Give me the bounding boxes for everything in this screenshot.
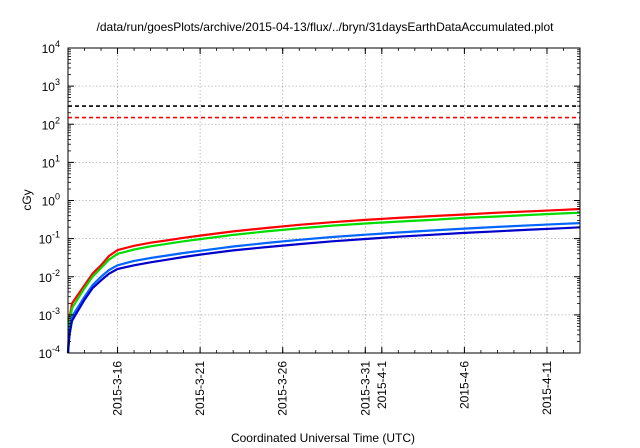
chart-title: /data/run/goesPlots/archive/2015-04-13/f… <box>97 20 555 34</box>
y-tick-label-exponent: -2 <box>52 268 60 278</box>
series-line <box>66 207 581 354</box>
y-tick-label-base: 10 <box>39 233 53 247</box>
grid <box>68 48 580 353</box>
x-tick-label: 2015-3-16 <box>111 361 125 416</box>
y-tick-label-exponent: 4 <box>55 39 60 49</box>
y-tick-label-base: 10 <box>39 347 53 361</box>
y-tick-label-base: 10 <box>42 156 56 170</box>
ticks <box>67 47 581 354</box>
x-tick-label: 2015-3-21 <box>193 361 207 416</box>
x-tick-label: 2015-3-31 <box>358 361 372 416</box>
y-tick-label-base: 10 <box>39 271 53 285</box>
y-tick-label-base: 10 <box>42 42 56 56</box>
y-tick-label: 101 <box>42 153 60 170</box>
y-tick-label: 10-1 <box>39 230 60 247</box>
y-tick-label: 103 <box>42 77 60 94</box>
series-lines <box>66 207 581 354</box>
y-tick-label: 10-3 <box>39 306 60 323</box>
y-tick-label-exponent: 3 <box>55 77 60 87</box>
y-tick-label: 100 <box>42 192 60 209</box>
y-tick-label: 104 <box>42 39 60 56</box>
y-tick-label-base: 10 <box>42 80 56 94</box>
series-line <box>66 211 581 354</box>
y-tick-label: 10-2 <box>39 268 60 285</box>
series-line <box>66 222 581 354</box>
y-tick-label-exponent: -3 <box>52 306 60 316</box>
y-tick-label-exponent: 1 <box>55 153 60 163</box>
x-tick-label: 2015-4-6 <box>457 361 471 409</box>
x-tick-label: 2015-4-11 <box>540 361 554 415</box>
reference-lines <box>68 105 580 119</box>
x-tick-label: 2015-3-26 <box>276 361 290 416</box>
y-tick-label-exponent: 2 <box>55 115 60 125</box>
y-tick-label-base: 10 <box>42 118 56 132</box>
y-tick-label-base: 10 <box>39 309 53 323</box>
y-axis-title: cGy <box>20 189 34 210</box>
x-tick-labels: 2015-3-16 2015-3-21 2015-3-26 2015-3-31 2015… <box>111 361 554 416</box>
x-axis-title: Coordinated Universal Time (UTC) <box>231 431 415 445</box>
y-tick-label: 10-4 <box>39 344 60 361</box>
y-tick-label-exponent: -1 <box>52 230 60 240</box>
y-tick-label-base: 10 <box>42 195 56 209</box>
y-tick-label: 102 <box>42 115 60 132</box>
y-tick-label-exponent: -4 <box>52 344 60 354</box>
y-tick-label-exponent: 0 <box>55 192 60 202</box>
x-tick-label: 2015-4-1 <box>375 361 389 409</box>
series-line <box>66 226 581 354</box>
